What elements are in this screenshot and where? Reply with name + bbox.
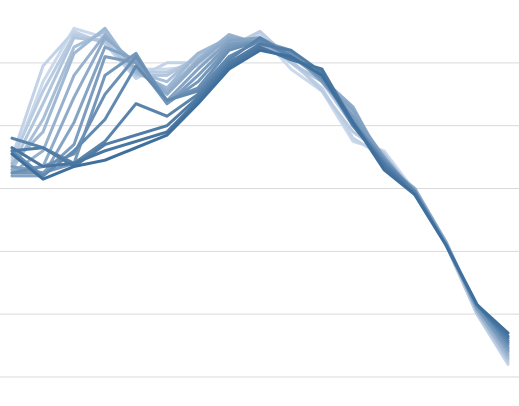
series-line-1 — [10, 29, 510, 365]
series-line-12 — [10, 39, 510, 344]
series-line-5 — [10, 26, 510, 358]
series-line-7 — [10, 36, 510, 354]
series-line-2 — [10, 29, 510, 363]
series-line-10 — [10, 39, 510, 349]
series-line-4 — [10, 29, 510, 360]
series-line-13 — [10, 36, 510, 343]
series-lines — [10, 26, 510, 366]
series-line-9 — [10, 39, 510, 351]
series-line-3 — [10, 36, 510, 361]
series-line-6 — [10, 33, 510, 356]
series-line-11 — [10, 39, 510, 346]
series-line-8 — [10, 36, 510, 353]
series-line-14 — [10, 42, 510, 340]
series-line-16 — [10, 48, 510, 335]
